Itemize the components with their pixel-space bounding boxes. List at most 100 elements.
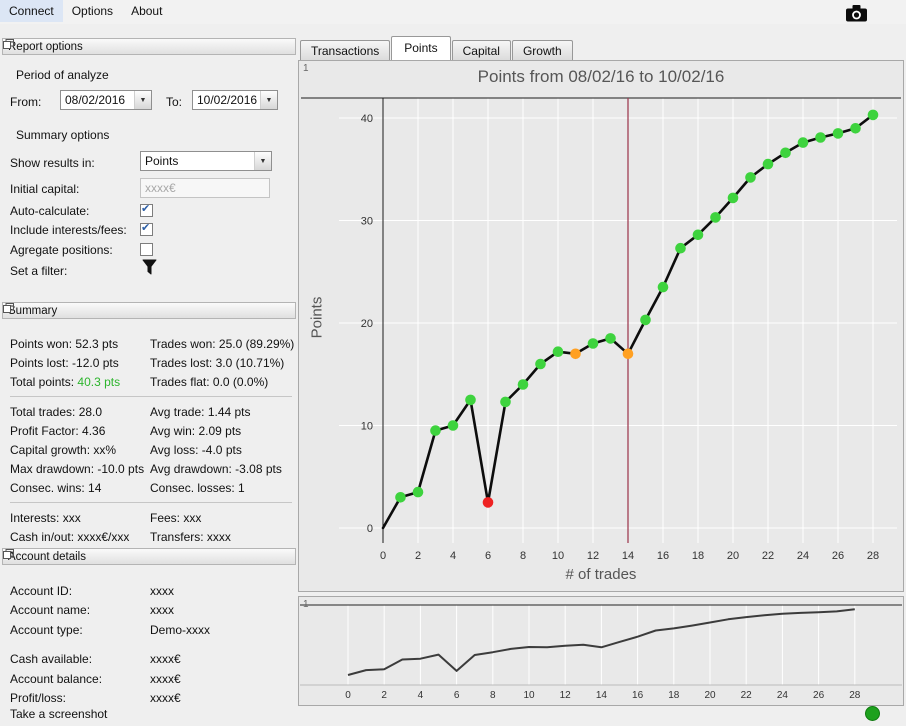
account-row: Account ID:xxxx [10, 581, 292, 601]
trade-point-dot [448, 420, 459, 431]
trade-point-dot [465, 395, 476, 406]
summary-row: Total points: 40.3 pts Trades flat: 0.0 … [10, 372, 292, 391]
take-screenshot-label[interactable]: Take a screenshot [10, 707, 107, 721]
x-tick-label: 12 [587, 550, 599, 562]
top-toolbar: ⟳ [846, 5, 898, 27]
undock-panel-icon[interactable] [3, 549, 14, 559]
y-tick-label: 10 [361, 421, 373, 433]
avg-drawdown: Avg drawdown: -3.08 pts [150, 462, 292, 476]
trade-point-dot [763, 159, 774, 170]
chevron-down-icon: ▼ [260, 91, 277, 109]
nav-x-tick-label: 12 [560, 690, 572, 701]
x-tick-label: 8 [520, 550, 526, 562]
menu-about[interactable]: About [122, 0, 171, 22]
summary-title: Summary [8, 305, 57, 317]
divider [10, 396, 292, 397]
tab-capital[interactable]: Capital [452, 40, 511, 61]
trade-point-dot [728, 193, 739, 204]
trade-point-dot [413, 487, 424, 498]
max-drawdown: Max drawdown: -10.0 pts [10, 462, 150, 476]
y-tick-label: 20 [361, 318, 373, 330]
initial-capital-input[interactable] [140, 178, 270, 198]
tab-points[interactable]: Points [391, 36, 450, 60]
agregate-positions-checkbox[interactable] [140, 243, 153, 256]
trades-lost: Trades lost: 3.0 (10.71%) [150, 356, 292, 370]
show-results-label: Show results in: [10, 156, 95, 170]
trade-point-dot [500, 397, 511, 408]
navigator-canvas[interactable]: 0246810121416182022242628 [299, 597, 903, 705]
trade-point-dot [868, 110, 879, 121]
summary-header: Summary [2, 302, 296, 319]
account-row: Account type:Demo-xxxx [10, 620, 292, 640]
from-date-combobox[interactable]: 08/02/2016 ▼ [60, 90, 152, 110]
nav-x-tick-label: 16 [632, 690, 644, 701]
trade-point-dot [483, 497, 494, 508]
trade-point-dot [430, 425, 441, 436]
menu-connect[interactable]: Connect [0, 0, 63, 22]
nav-x-tick-label: 18 [668, 690, 680, 701]
trade-point-dot [658, 282, 669, 293]
trade-point-dot [640, 315, 651, 326]
points-lost: Points lost: -12.0 pts [10, 356, 150, 370]
app-window: ConnectOptionsAbout ⟳ Report options Per… [0, 0, 906, 726]
points-line-chart-canvas[interactable]: 0102030400246810121416182022242628 [299, 61, 903, 591]
chart-area: TransactionsPointsCapitalGrowth 1 Points… [298, 36, 904, 708]
account-row: Account balance:xxxx€ [10, 669, 292, 689]
camera-icon[interactable] [876, 5, 898, 27]
summary-row: Points won: 52.3 ptsTrades won: 25.0 (89… [10, 334, 292, 353]
x-tick-label: 6 [485, 550, 491, 562]
summary-stats: Points won: 52.3 ptsTrades won: 25.0 (89… [10, 334, 292, 546]
nav-x-tick-label: 14 [596, 690, 608, 701]
nav-x-tick-label: 0 [345, 690, 351, 701]
set-filter-label: Set a filter: [10, 264, 67, 278]
summary-row: Cash in/out: xxxx€/xxxTransfers: xxxx [10, 527, 292, 546]
auto-calculate-checkbox[interactable] [140, 204, 153, 217]
connection-status-dot [865, 706, 880, 721]
nav-x-tick-label: 22 [741, 690, 753, 701]
summary-row: Consec. wins: 14Consec. losses: 1 [10, 478, 292, 497]
points-chart[interactable]: 1 Points from 08/02/16 to 10/02/16 Point… [298, 60, 904, 592]
tab-growth[interactable]: Growth [512, 40, 573, 61]
trade-point-dot [833, 128, 844, 139]
y-axis-label: Points [309, 288, 326, 348]
total-trades: Total trades: 28.0 [10, 405, 150, 419]
to-date-combobox[interactable]: 10/02/2016 ▼ [192, 90, 278, 110]
x-tick-label: 14 [622, 550, 634, 562]
tab-bar: TransactionsPointsCapitalGrowth [300, 36, 574, 60]
x-tick-label: 24 [797, 550, 809, 562]
total-points: Total points: 40.3 pts [10, 375, 150, 389]
from-date-value: 08/02/2016 [61, 91, 134, 109]
y-tick-label: 0 [367, 523, 373, 535]
report-options-header: Report options [2, 38, 296, 55]
trade-point-dot [605, 333, 616, 344]
account-details-header: Account details [2, 548, 296, 565]
nav-x-tick-label: 28 [849, 690, 861, 701]
include-interests-checkbox[interactable] [140, 223, 153, 236]
to-label: To: [166, 95, 182, 109]
summary-options-label: Summary options [16, 128, 109, 142]
undock-panel-icon[interactable] [3, 303, 14, 313]
tab-transactions[interactable]: Transactions [300, 40, 390, 61]
x-tick-label: 20 [727, 550, 739, 562]
account-type-value: Demo-xxxx [150, 623, 292, 637]
divider [10, 502, 292, 503]
trade-point-dot [815, 132, 826, 143]
avg-win: Avg win: 2.09 pts [150, 424, 292, 438]
nav-x-tick-label: 8 [490, 690, 496, 701]
menu-options[interactable]: Options [63, 0, 122, 22]
undock-panel-icon[interactable] [3, 39, 14, 49]
report-options-title: Report options [8, 41, 83, 53]
x-tick-label: 26 [832, 550, 844, 562]
x-tick-label: 18 [692, 550, 704, 562]
trade-point-dot [780, 148, 791, 159]
trade-point-dot [535, 359, 546, 370]
left-sidebar: Report options Period of analyze From: 0… [2, 38, 296, 710]
show-results-combobox[interactable]: Points ▼ [140, 151, 272, 171]
nav-x-tick-label: 2 [381, 690, 387, 701]
auto-calculate-label: Auto-calculate: [10, 204, 89, 218]
nav-x-tick-label: 10 [523, 690, 535, 701]
trade-point-dot [710, 212, 721, 223]
chart-navigator[interactable]: 1 0246810121416182022242628 [298, 596, 904, 706]
x-tick-label: 10 [552, 550, 564, 562]
navigator-zoom-level: 1 [303, 599, 309, 610]
